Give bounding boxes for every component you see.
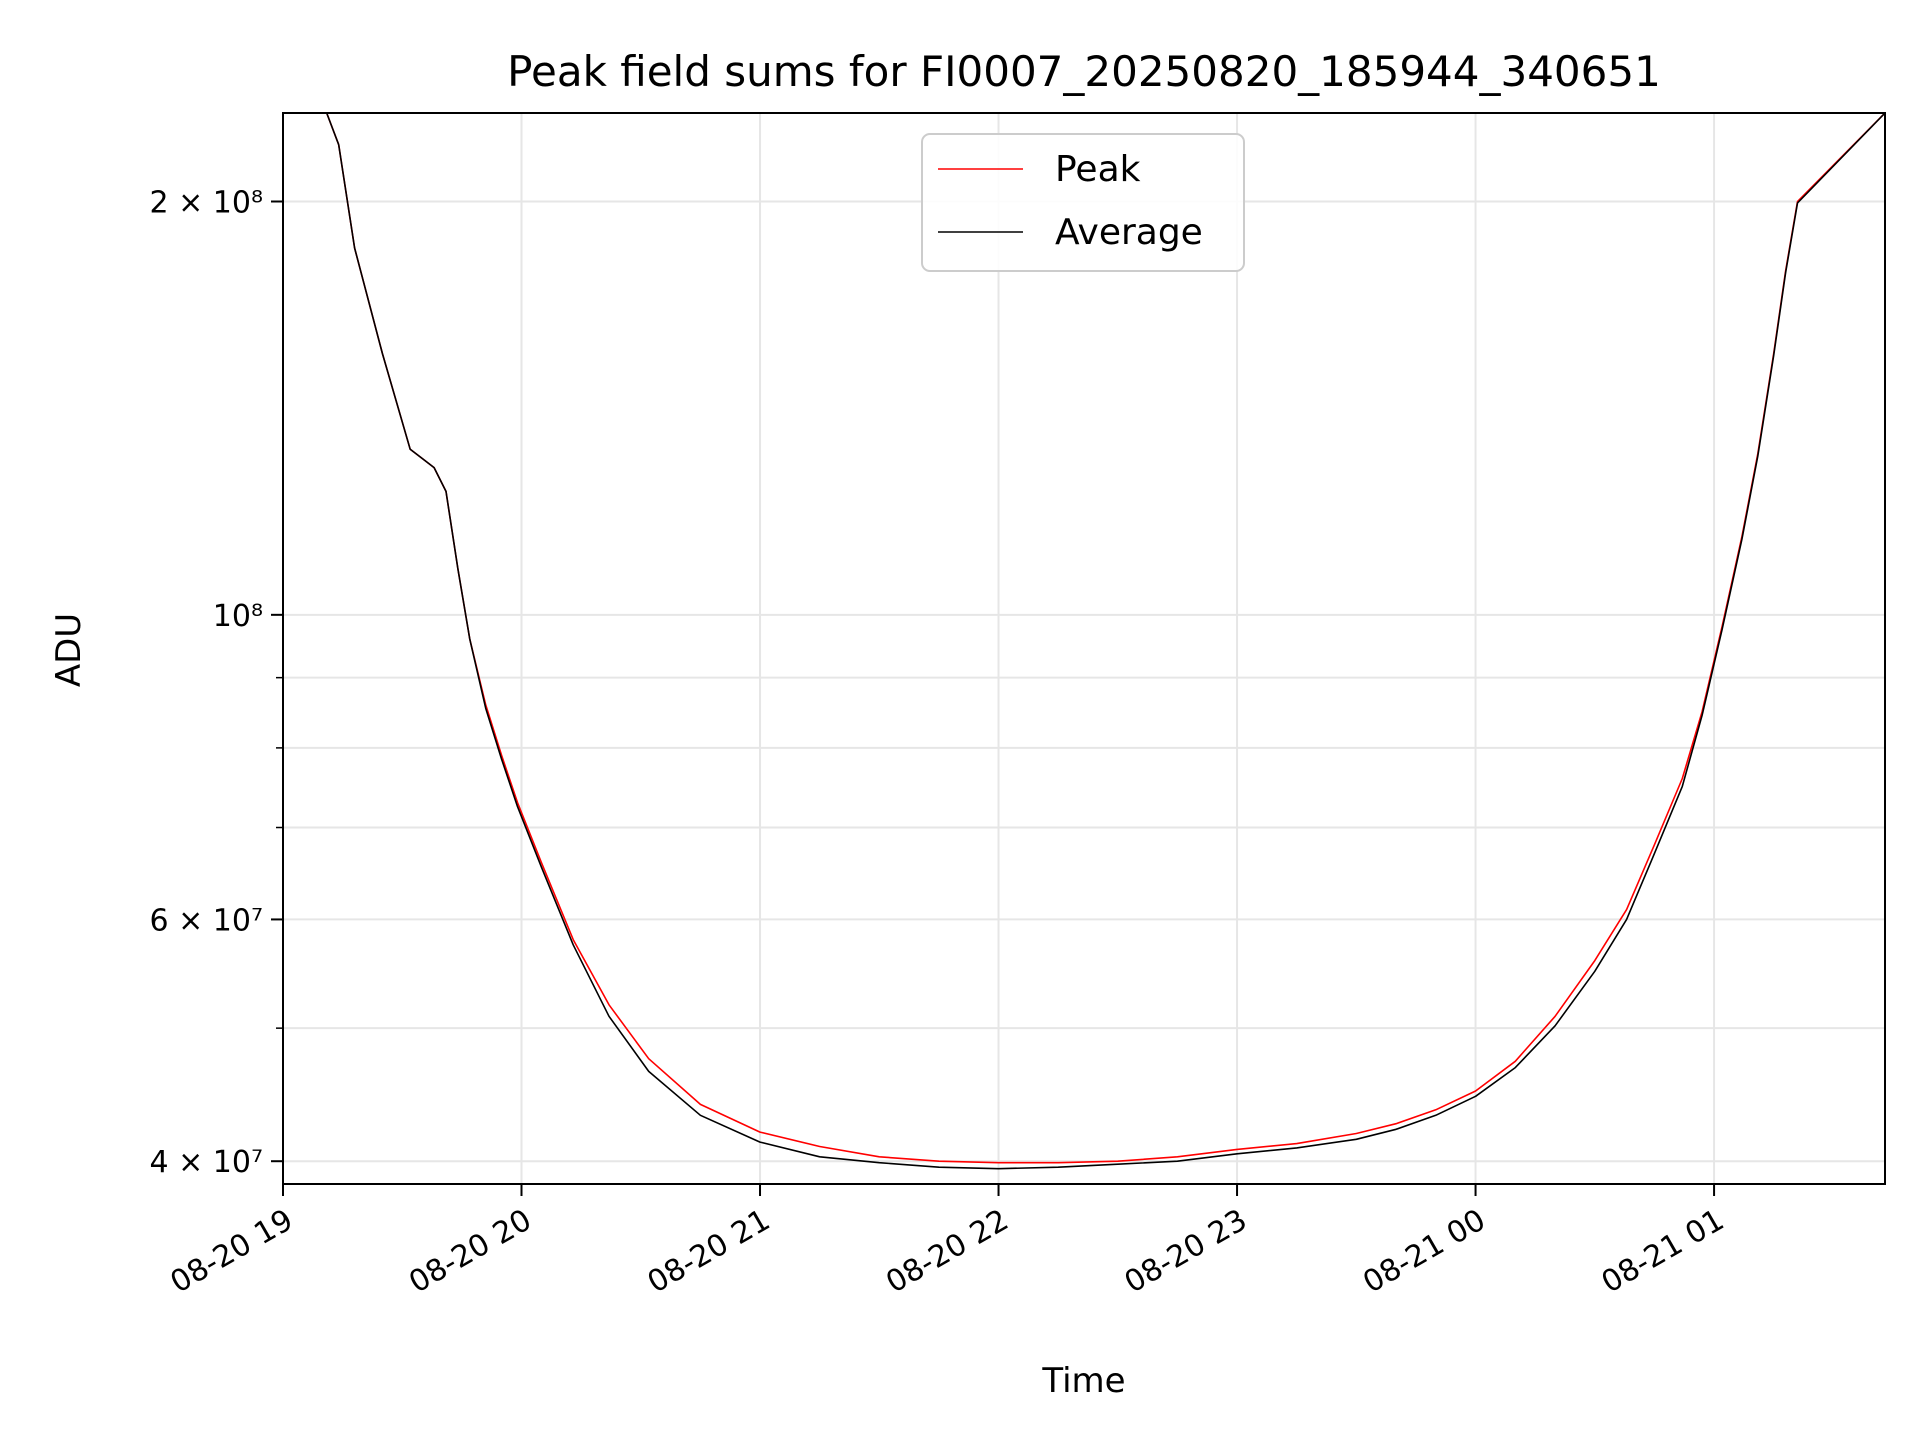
plot-frame [282,112,1886,1185]
y-axis-label: ADU [49,613,89,687]
legend-label-average: Average [1055,212,1203,253]
series-line-average [283,113,1885,1170]
plot-area [283,113,1885,1170]
legend-label-peak: Peak [1055,149,1141,190]
legend: Peak Average [921,133,1245,272]
y-tick-label: 6 × 10⁷ [150,903,264,938]
y-tick-label: 10⁸ [213,599,263,634]
y-tick-label: 4 × 10⁷ [150,1145,264,1180]
chart-title: Peak field sums for FI0007_20250820_1859… [507,47,1661,96]
x-axis-label: Time [1041,1361,1125,1401]
y-tick-label: 2 × 10⁸ [150,186,264,221]
